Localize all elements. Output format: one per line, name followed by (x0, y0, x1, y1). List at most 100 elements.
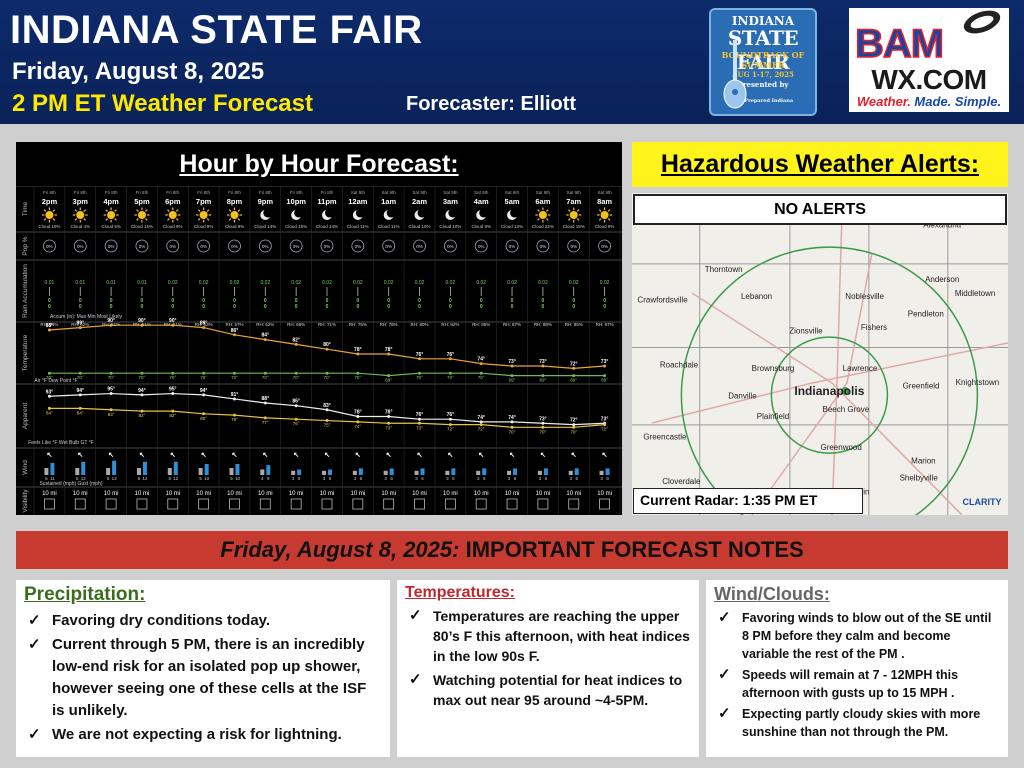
city-label: Cloverdale (662, 477, 701, 486)
visibility-box (383, 498, 395, 510)
radar-timestamp: Current Radar: 1:35 PM ET (633, 488, 863, 514)
day-label: Fri 8th (321, 190, 334, 195)
rh-value: RH: 52% (71, 322, 89, 327)
wind-gust-bar (173, 461, 178, 475)
temp-point (294, 342, 298, 346)
rain-likely: 0 (264, 304, 267, 310)
sun-ray (598, 209, 602, 212)
wind-sustained-value: 5 (45, 476, 48, 481)
hour-label: 9pm (258, 197, 274, 206)
pop-value: 0% (540, 244, 547, 249)
feels-label: 88° (262, 396, 270, 402)
temp-label: 74° (477, 357, 485, 363)
header: INDIANA STATE FAIR Friday, August 8, 202… (0, 0, 1024, 124)
row-label: Time (22, 202, 29, 217)
cloud-label: Cloud 14% (254, 224, 276, 229)
visibility-box (259, 498, 271, 510)
wind-gust-value: 6 (606, 476, 609, 481)
temp-label: 89° (76, 321, 84, 327)
rain-max: 0.02 (538, 280, 548, 286)
city-label: Fishers (861, 323, 887, 332)
feels-label: 78° (385, 410, 393, 416)
cloud-label: Cloud 22% (532, 224, 554, 229)
wind-gust-bar (605, 468, 610, 475)
sun-icon (535, 207, 551, 223)
dew-label: 70° (416, 375, 423, 380)
wind-arrow-icon: ↖ (447, 452, 453, 459)
guitar-icon (723, 40, 747, 109)
pop-value: 0% (570, 244, 577, 249)
sun-icon (72, 207, 88, 223)
pop-value: 0% (139, 244, 146, 249)
wind-arrow-icon: ↖ (232, 452, 238, 459)
day-label: Sat 9th (474, 190, 489, 195)
wind-sustained-bar (599, 470, 604, 475)
forecaster-name: Forecaster: Elliott (406, 93, 577, 115)
rain-likely: 0 (572, 304, 575, 310)
temp-point (202, 326, 206, 330)
dew-label: 70° (139, 375, 146, 380)
row-label: Wind (22, 460, 29, 475)
row-label: Visibility (22, 489, 29, 513)
wind-sustained-bar (44, 468, 49, 475)
wbgt-label: 72° (601, 427, 608, 432)
cloud-label: Cloud 4% (71, 224, 91, 229)
feels-point (418, 417, 422, 421)
rh-value: RH: 85% (565, 322, 583, 327)
rain-likely: 0 (480, 304, 483, 310)
visibility-box (290, 498, 302, 510)
sun-ray (568, 209, 571, 212)
sun-disc (538, 211, 547, 219)
pop-circle (228, 239, 241, 253)
list-item: Current through 5 PM, there is an incred… (24, 634, 382, 722)
list-item: Speeds will remain at 7 - 12MPH this aft… (714, 666, 1000, 702)
rain-max: 0.02 (446, 280, 456, 286)
visibility-value: 10 mi (196, 491, 211, 497)
dew-label: 70° (447, 375, 454, 380)
wbgt-label: 84° (46, 410, 53, 415)
wbgt-label: 76° (293, 421, 300, 426)
city-label: Indianapolis (794, 384, 864, 398)
radar-ring-inner (770, 336, 889, 454)
dew-label: 70° (324, 375, 331, 380)
visibility-value: 10 mi (381, 491, 396, 497)
wbgt-label: 70° (509, 429, 516, 434)
sun-ray (598, 218, 602, 221)
sun-ray (175, 218, 179, 221)
pop-circle (289, 239, 303, 253)
wind-sustained-bar (291, 470, 296, 475)
sun-ray (52, 209, 56, 212)
sun-disc (600, 211, 609, 219)
state-fair-logo: INDIANA STATE FAIR BOUNDTRACK OF SUMMER … (709, 8, 817, 116)
rain-min: 0 (572, 298, 575, 304)
wind-gust-bar (112, 460, 117, 475)
temp-point (418, 357, 422, 361)
wind-arrow-icon: ↖ (509, 452, 515, 459)
bamwx-tagline-b: Made. Simple. (910, 94, 1002, 109)
wbgt-label: 84° (77, 410, 84, 415)
wind-sustained-value: 3 (569, 476, 572, 481)
pop-circle (73, 239, 87, 253)
pop-circle (320, 239, 334, 253)
city-label: Pendleton (908, 309, 944, 318)
wind-sustained-value: 3 (539, 476, 542, 481)
wind-sustained-value: 5 (230, 476, 233, 481)
sun-ray (136, 218, 139, 221)
rain-max: 0.02 (384, 280, 394, 286)
wind-sustained-bar (106, 468, 111, 475)
temp-label: 76° (416, 352, 424, 358)
rain-min: 0 (48, 298, 51, 304)
notes-banner-date: Friday, August 8, 2025: (220, 537, 460, 562)
pop-value: 0% (170, 244, 177, 249)
rain-likely: 0 (387, 304, 390, 310)
visibility-value: 10 mi (320, 491, 335, 497)
sun-ray (546, 209, 549, 212)
wind-arrow-icon: ↖ (293, 452, 299, 459)
visibility-box (229, 498, 240, 510)
sun-ray (114, 209, 117, 212)
moon-shadow (325, 208, 334, 218)
pop-circle (166, 239, 180, 253)
feels-label: 76° (416, 412, 424, 418)
dew-point (510, 374, 514, 378)
temp-point (572, 366, 576, 370)
